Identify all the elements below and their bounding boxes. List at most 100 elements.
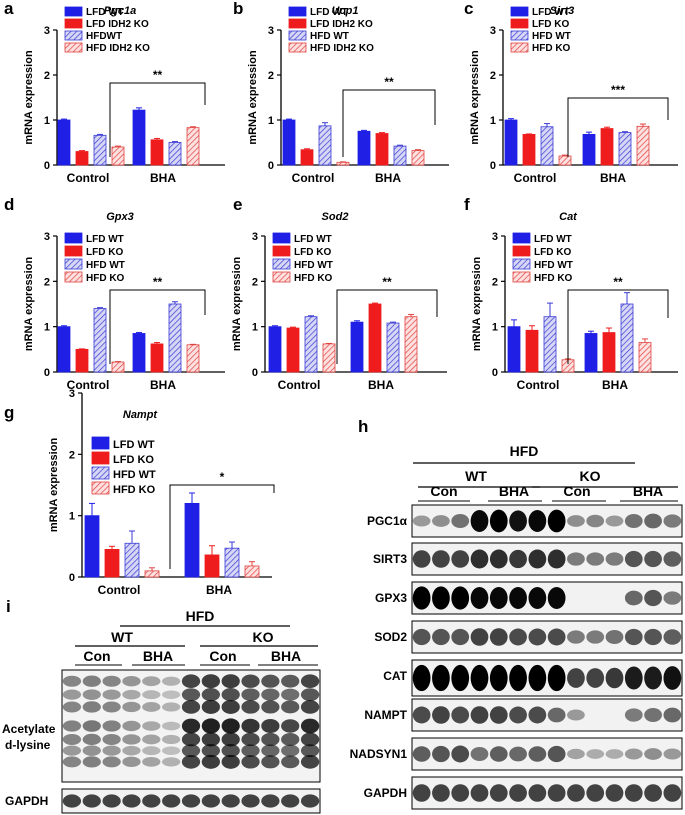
band xyxy=(300,688,320,702)
bar xyxy=(318,125,332,166)
band xyxy=(605,515,624,527)
y-tick-label: 3 xyxy=(490,25,496,37)
band xyxy=(567,668,585,688)
bar xyxy=(150,343,164,373)
band xyxy=(241,732,260,747)
band xyxy=(62,675,82,687)
band xyxy=(142,794,161,808)
x-category-label: BHA xyxy=(375,171,401,185)
y-tick-label: 0 xyxy=(69,572,75,584)
band xyxy=(412,515,431,527)
band xyxy=(586,668,605,688)
bar xyxy=(75,151,89,166)
chart-panel-d: d Gpx3 0 1 2 3 mRNA expression Control BHA ** LFD … xyxy=(4,195,225,392)
significance-bracket xyxy=(109,289,206,364)
band xyxy=(547,509,566,533)
i-blot-acetyl-lysine xyxy=(61,669,321,783)
band xyxy=(412,706,431,724)
band xyxy=(162,746,181,755)
band xyxy=(102,720,121,732)
band xyxy=(644,748,662,760)
band xyxy=(181,754,201,769)
legend-label: LFD WT xyxy=(310,7,348,18)
band xyxy=(221,794,240,808)
band xyxy=(142,746,161,756)
band xyxy=(122,689,141,700)
legend-label: LFD KO xyxy=(113,454,154,466)
i-row-label-1: Acetylate xyxy=(2,722,56,736)
band xyxy=(451,550,470,568)
legend-swatch xyxy=(512,271,531,283)
band xyxy=(509,549,527,569)
band xyxy=(221,688,240,702)
bar xyxy=(336,161,350,166)
legend-swatch xyxy=(64,30,83,41)
legend-swatch xyxy=(64,245,83,257)
significance-label: ** xyxy=(384,75,394,89)
band xyxy=(489,587,508,609)
band xyxy=(528,510,547,532)
band xyxy=(122,676,141,687)
band xyxy=(181,700,201,714)
band xyxy=(644,666,662,690)
band xyxy=(82,675,101,687)
chart-panel-e: e Sod2 0 1 2 3 mRNA expression Control BHA ** LFD … xyxy=(231,195,447,392)
band xyxy=(241,755,260,769)
band xyxy=(181,732,201,747)
band xyxy=(605,784,624,802)
band xyxy=(281,755,300,769)
band xyxy=(201,732,220,747)
band xyxy=(451,586,470,610)
x-category-label: Control xyxy=(292,171,335,185)
i-treat-con-wt: Con xyxy=(83,648,110,664)
legend-label: HFD IDH2 KO xyxy=(86,43,150,54)
significance-bracket xyxy=(169,484,275,569)
bar xyxy=(540,126,554,166)
significance-bracket xyxy=(342,89,436,157)
bar xyxy=(602,332,616,373)
chart-title: Sirt3 xyxy=(550,5,574,17)
band xyxy=(122,734,141,745)
band xyxy=(624,550,643,568)
band xyxy=(82,720,101,732)
y-tick-label: 1 xyxy=(268,115,274,127)
bar xyxy=(282,119,296,166)
band xyxy=(644,784,662,802)
band xyxy=(300,718,320,734)
bar xyxy=(132,333,146,373)
band xyxy=(412,586,431,610)
h-diet-label: HFD xyxy=(510,443,539,459)
legend-label: LFD IDH2 KO xyxy=(86,19,149,30)
bar xyxy=(411,150,425,166)
chart-panel-b: b Ucp1 0 1 2 3 mRNA expression Control BHA ** LFD … xyxy=(233,0,449,185)
band xyxy=(663,514,682,528)
band xyxy=(261,744,280,757)
h-blot-row xyxy=(411,504,683,538)
bar xyxy=(93,134,107,166)
y-axis-label: mRNA expression xyxy=(23,50,35,145)
h-blot-row xyxy=(411,542,683,576)
panel-letter-h: h xyxy=(358,417,368,436)
y-tick-label: 3 xyxy=(492,231,498,243)
x-category-label: BHA xyxy=(600,171,626,185)
legend-label: LFD WT xyxy=(532,7,570,18)
bar xyxy=(558,155,572,166)
band xyxy=(261,719,280,733)
legend-label: LFD WT xyxy=(86,7,124,18)
legend-swatch xyxy=(510,30,529,41)
band xyxy=(509,784,527,802)
bar xyxy=(636,125,650,166)
band xyxy=(221,732,240,747)
band xyxy=(281,719,300,733)
legend-swatch xyxy=(512,258,531,270)
band xyxy=(181,744,201,758)
significance-label: *** xyxy=(611,83,625,97)
chart-panel-g: g Nampt 0 1 2 3 mRNA expression Control BHA * LFD … xyxy=(4,388,275,597)
band xyxy=(62,733,82,745)
legend-swatch xyxy=(64,232,83,244)
h-row-label: GPX3 xyxy=(375,591,407,605)
y-axis-label: mRNA expression xyxy=(231,257,243,352)
band xyxy=(624,590,643,606)
band xyxy=(470,784,489,802)
y-tick-label: 3 xyxy=(268,25,274,37)
